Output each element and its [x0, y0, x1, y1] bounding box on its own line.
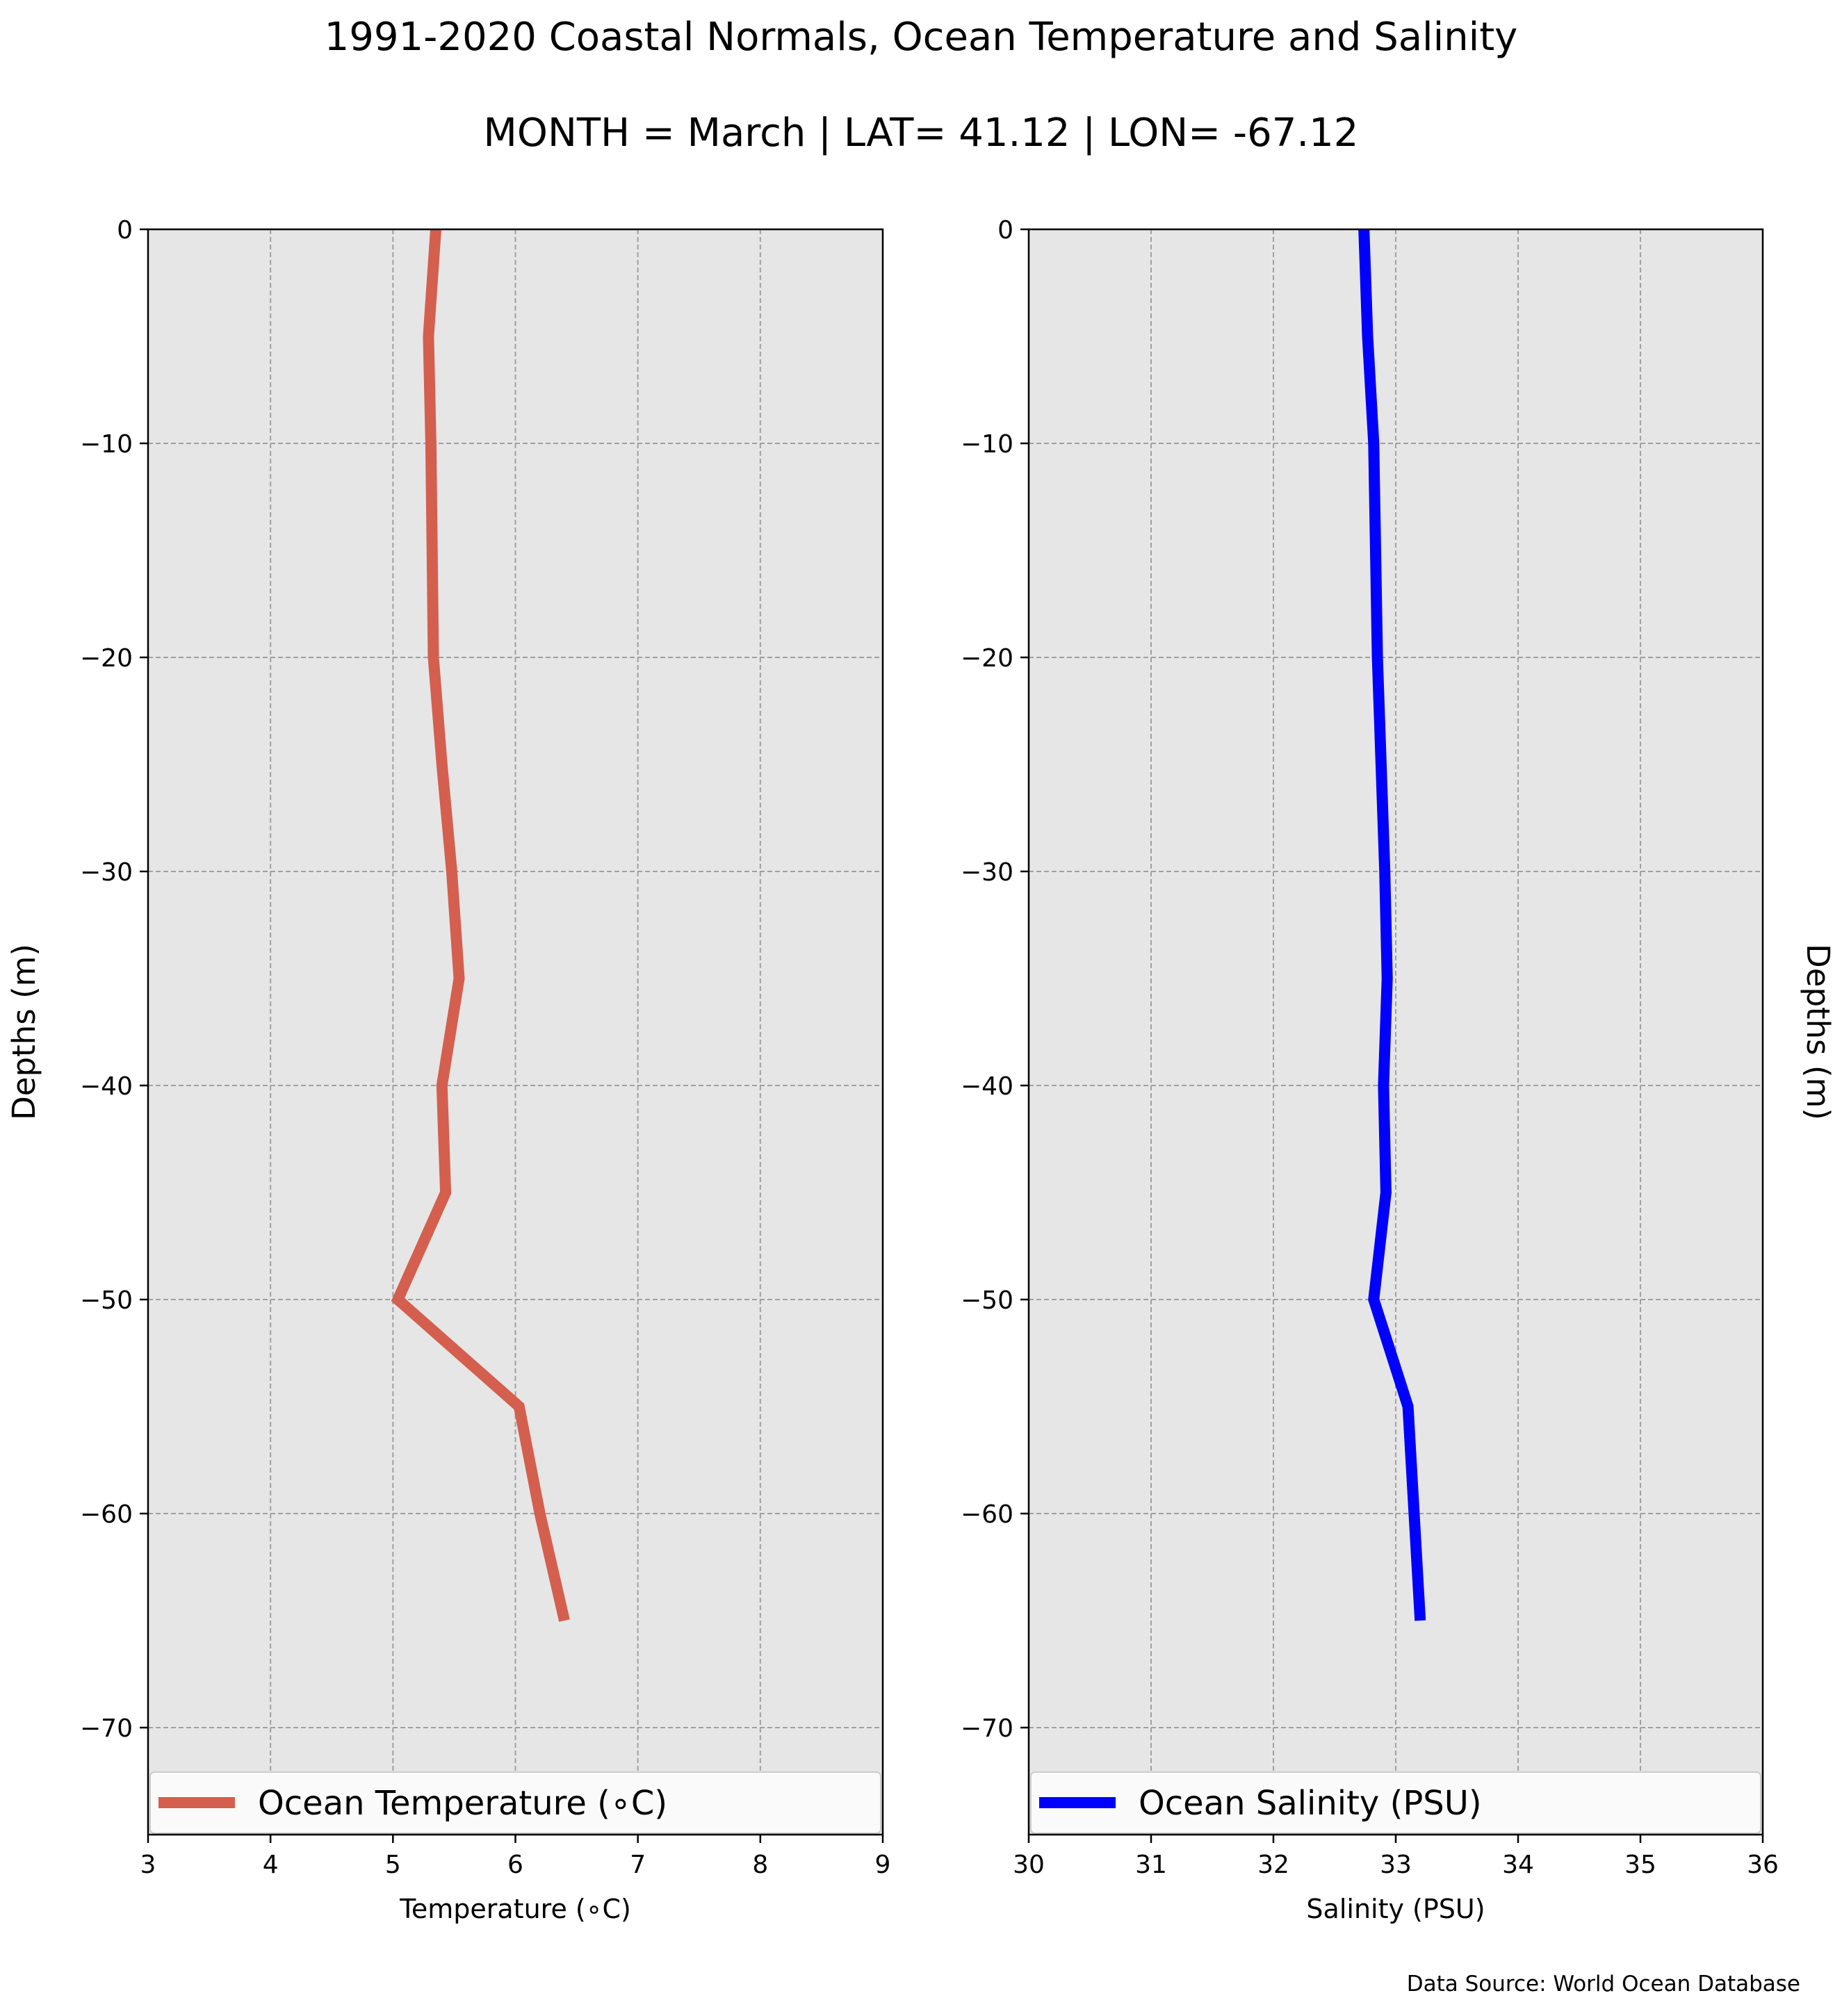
x-tick-label: 8: [752, 1851, 768, 1879]
temperature-panel: Ocean Temperature (∘C) 3 4 5 6 7 8 9 0 −10 −20 −30 −…: [6, 216, 890, 1924]
x-tick-label: 33: [1380, 1851, 1412, 1879]
y-tick-label: −50: [961, 1286, 1013, 1315]
x-tick-label: 31: [1135, 1851, 1167, 1879]
y-tick-label: −60: [961, 1500, 1013, 1529]
salinity-panel: Ocean Salinity (PSU) 30 31 32 33 34 35 36 0 −10 −2…: [961, 216, 1836, 1924]
y-axis-label: Depths (m): [6, 944, 42, 1120]
data-source-note: Data Source: World Ocean Database: [1407, 1972, 1800, 1997]
y-tick-label: −30: [80, 858, 133, 887]
x-tick-label: 5: [385, 1851, 401, 1879]
y-tick-label: 0: [117, 216, 133, 245]
legend-box: [1030, 1771, 1761, 1834]
x-tick-label: 9: [875, 1851, 891, 1879]
y-tick-label: −10: [961, 430, 1013, 459]
x-tick-label: 36: [1747, 1851, 1779, 1879]
y-tick-label: −20: [961, 644, 1013, 673]
x-axis-label: Salinity (PSU): [1306, 1894, 1485, 1924]
y-axis-label: Depths (m): [1800, 944, 1836, 1120]
chart-subtitle: MONTH = March | LAT= 41.12 | LON= -67.12: [484, 110, 1359, 156]
chart-title: 1991-2020 Coastal Normals, Ocean Tempera…: [325, 15, 1518, 60]
y-tick-label: −40: [961, 1072, 1013, 1101]
y-tick-label: −70: [961, 1714, 1013, 1743]
y-tick-label: −60: [80, 1500, 133, 1529]
y-tick-label: −20: [80, 644, 133, 673]
y-tick-label: −40: [80, 1072, 133, 1101]
x-tick-label: 32: [1257, 1851, 1289, 1879]
y-tick-label: 0: [997, 216, 1013, 245]
x-tick-label: 3: [140, 1851, 156, 1879]
legend-label-temperature: Ocean Temperature (∘C): [258, 1784, 667, 1823]
x-tick-label: 6: [507, 1851, 523, 1879]
y-tick-label: −30: [961, 858, 1013, 887]
legend-box: [149, 1771, 881, 1834]
y-tick-label: −10: [80, 430, 133, 459]
series-line-salinity: [1358, 229, 1426, 1621]
legend-label-salinity: Ocean Salinity (PSU): [1139, 1784, 1482, 1823]
x-tick-label: 35: [1624, 1851, 1656, 1879]
x-tick-label: 30: [1013, 1851, 1045, 1879]
x-tick-label: 7: [630, 1851, 646, 1879]
series-line-temperature: [391, 229, 570, 1622]
x-axis-label: Temperature (∘C): [399, 1894, 631, 1924]
y-tick-label: −50: [80, 1286, 133, 1315]
x-tick-label: 4: [263, 1851, 279, 1879]
y-tick-label: −70: [80, 1714, 133, 1743]
x-tick-label: 34: [1502, 1851, 1534, 1879]
